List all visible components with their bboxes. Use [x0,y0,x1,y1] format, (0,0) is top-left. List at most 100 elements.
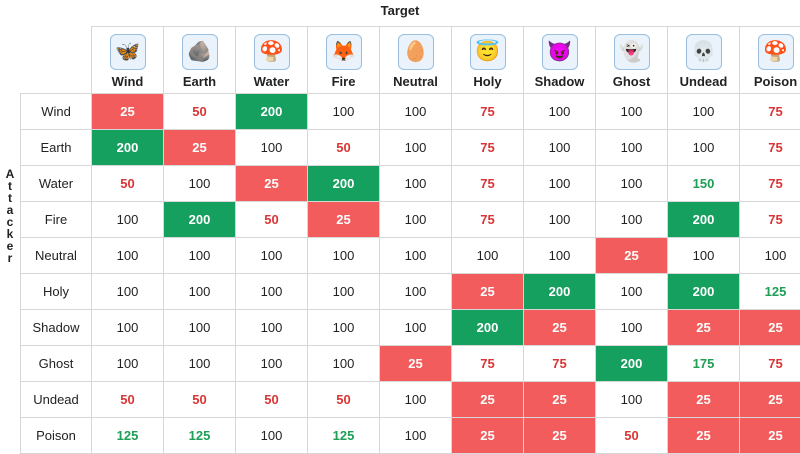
damage-cell: 100 [164,310,236,346]
target-column-label: Ghost [596,74,667,93]
damage-cell: 50 [164,94,236,130]
damage-cell: 100 [380,310,452,346]
target-column-earth: 🪨Earth [164,27,236,94]
water-monster-icon: 🍄 [254,34,290,70]
damage-cell: 200 [452,310,524,346]
damage-cell: 100 [380,382,452,418]
target-column-shadow: 😈 Shadow [524,27,596,94]
damage-cell: 25 [524,418,596,454]
damage-cell: 100 [380,94,452,130]
damage-cell: 100 [380,238,452,274]
damage-cell: 50 [308,130,380,166]
damage-cell: 100 [668,238,740,274]
damage-cell: 75 [740,166,800,202]
target-column-holy: 😇Holy [452,27,524,94]
damage-cell: 100 [308,94,380,130]
damage-cell: 125 [308,418,380,454]
damage-cell: 75 [524,346,596,382]
target-column-label: Fire [308,74,379,93]
earth-monster-icon: 🪨 [182,34,218,70]
damage-cell: 100 [668,94,740,130]
damage-cell: 100 [308,238,380,274]
damage-cell: 100 [308,310,380,346]
target-column-label: Undead [668,74,739,93]
damage-cell: 25 [452,274,524,310]
target-column-wind: 🦋 Wind [92,27,164,94]
damage-cell: 100 [380,166,452,202]
damage-cell: 75 [740,346,800,382]
target-column-ghost: 👻Ghost [596,27,668,94]
damage-cell: 100 [524,130,596,166]
damage-cell: 25 [524,310,596,346]
damage-cell: 100 [596,166,668,202]
damage-cell: 75 [452,166,524,202]
damage-cell: 25 [452,418,524,454]
damage-cell: 200 [596,346,668,382]
attacker-row-label: Wind [21,94,92,130]
damage-cell: 75 [452,94,524,130]
damage-cell: 100 [596,130,668,166]
damage-cell: 100 [452,238,524,274]
attacker-row-label: Earth [21,130,92,166]
damage-cell: 100 [524,94,596,130]
damage-cell: 100 [236,418,308,454]
damage-cell: 100 [92,238,164,274]
target-column-water: 🍄 Water [236,27,308,94]
damage-cell: 50 [92,166,164,202]
damage-cell: 200 [236,94,308,130]
damage-cell: 100 [236,130,308,166]
damage-cell: 25 [596,238,668,274]
damage-cell: 100 [596,202,668,238]
damage-cell: 200 [164,202,236,238]
undead-monster-icon: 💀 [686,34,722,70]
attacker-row-label: Neutral [21,238,92,274]
attacker-row-label: Water [21,166,92,202]
damage-cell: 50 [92,382,164,418]
damage-cell: 100 [380,274,452,310]
damage-cell: 100 [596,310,668,346]
damage-cell: 100 [380,202,452,238]
damage-cell: 100 [164,274,236,310]
damage-cell: 150 [668,166,740,202]
damage-cell: 125 [740,274,800,310]
damage-cell: 200 [668,274,740,310]
target-column-label: Shadow [524,74,595,93]
shadow-monster-icon: 😈 [542,34,578,70]
damage-cell: 25 [92,94,164,130]
damage-cell: 75 [740,202,800,238]
damage-cell: 75 [740,130,800,166]
damage-cell: 100 [524,238,596,274]
damage-cell: 25 [668,382,740,418]
damage-cell: 125 [92,418,164,454]
damage-cell: 75 [452,346,524,382]
damage-cell: 75 [740,94,800,130]
wind-monster-icon: 🦋 [110,34,146,70]
damage-cell: 200 [524,274,596,310]
damage-cell: 100 [740,238,800,274]
target-column-label: Water [236,74,307,93]
target-column-label: Holy [452,74,523,93]
damage-cell: 25 [452,382,524,418]
damage-cell: 100 [668,130,740,166]
damage-cell: 100 [524,202,596,238]
damage-cell: 50 [596,418,668,454]
damage-cell: 25 [380,346,452,382]
target-column-undead: 💀 Undead [668,27,740,94]
damage-cell: 100 [164,346,236,382]
target-column-label: Wind [92,74,163,93]
damage-cell: 100 [164,238,236,274]
target-column-label: Neutral [380,74,451,93]
damage-cell: 75 [452,130,524,166]
damage-cell: 100 [236,274,308,310]
damage-cell: 125 [164,418,236,454]
damage-cell: 100 [92,202,164,238]
damage-cell: 100 [236,346,308,382]
target-header-row: 🦋Wind🪨Earth🍄Water🦊Fire🥚Neutral😇Holy😈Shad… [21,27,800,94]
